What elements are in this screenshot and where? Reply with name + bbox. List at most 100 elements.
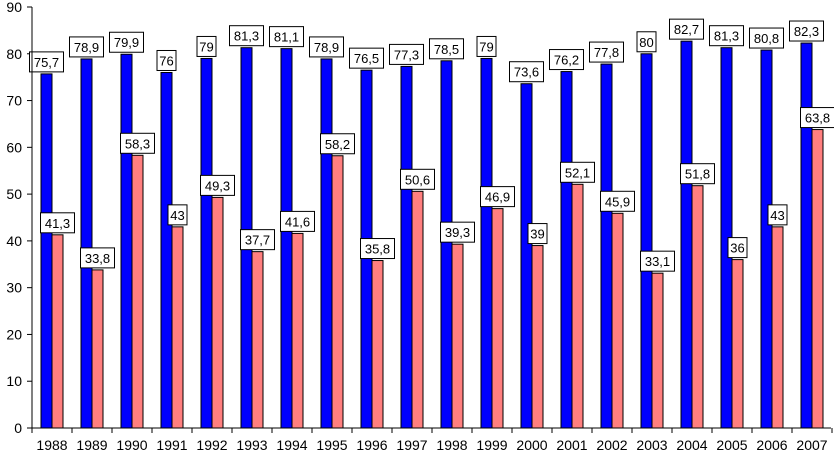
data-label: 76 xyxy=(156,49,177,71)
data-label-text: 43 xyxy=(770,208,784,223)
y-tick-label: 20 xyxy=(6,326,22,342)
data-label: 78,9 xyxy=(69,36,104,58)
data-label: 35,8 xyxy=(360,238,395,260)
bar-series-1 xyxy=(200,57,213,429)
data-label: 51,8 xyxy=(680,163,715,185)
data-label: 81,3 xyxy=(229,25,264,47)
x-tick-label: 1993 xyxy=(236,437,267,453)
data-label-text: 41,3 xyxy=(45,216,70,231)
bar-series-1 xyxy=(520,83,533,429)
y-tick-label: 80 xyxy=(6,46,22,62)
x-tick-label: 1990 xyxy=(116,437,147,453)
bar-series-1 xyxy=(680,40,693,429)
data-label-box xyxy=(560,161,595,183)
bar-series-2 xyxy=(291,232,304,429)
data-label-box xyxy=(320,133,355,155)
data-label: 78,5 xyxy=(429,38,464,60)
bar-series-1 xyxy=(280,48,293,429)
x-tick-label: 1996 xyxy=(356,437,387,453)
data-label-text: 77,3 xyxy=(394,47,419,62)
plot-area xyxy=(32,7,831,428)
data-label-text: 43 xyxy=(170,208,184,223)
data-label-text: 76 xyxy=(159,53,173,68)
bar-series-2 xyxy=(331,155,344,429)
bar-series-2 xyxy=(731,259,744,429)
data-label-box xyxy=(120,132,155,154)
data-label: 58,3 xyxy=(120,132,155,154)
x-tick-label: 2001 xyxy=(556,437,587,453)
data-label: 77,8 xyxy=(589,41,624,63)
data-label: 79 xyxy=(196,35,217,57)
x-tick-label: 2006 xyxy=(756,437,787,453)
y-tick-label: 0 xyxy=(14,420,22,436)
bar-series-1 xyxy=(800,42,813,429)
data-label-box xyxy=(109,31,144,53)
data-label-text: 81,3 xyxy=(234,29,259,44)
data-label: 75,7 xyxy=(29,51,64,73)
data-label-box xyxy=(600,190,635,212)
bar-series-1 xyxy=(320,58,333,429)
x-axis-ticks: 1988 1989 1990 1991 1992 1993 1994 1995 1996 1997… xyxy=(31,428,833,453)
data-label-text: 58,2 xyxy=(325,137,350,152)
data-label-text: 82,7 xyxy=(674,22,699,37)
data-label-text: 80 xyxy=(639,35,653,50)
x-tick-label: 2003 xyxy=(636,437,667,453)
data-label-box xyxy=(480,186,515,208)
x-tick-label: 1995 xyxy=(316,437,347,453)
data-label-text: 37,7 xyxy=(245,233,270,248)
x-tick-label: 1994 xyxy=(276,437,307,453)
data-label-box xyxy=(709,25,744,47)
bar-series-1 xyxy=(120,53,133,429)
data-label-text: 33,1 xyxy=(645,254,670,269)
x-tick-label: 1997 xyxy=(396,437,427,453)
data-label-text: 77,8 xyxy=(594,45,619,60)
bar-series-1 xyxy=(760,49,773,429)
data-label-box xyxy=(727,237,748,259)
x-tick-label: 1999 xyxy=(476,437,507,453)
bar-series-2 xyxy=(771,226,784,429)
data-label: 41,3 xyxy=(40,212,75,234)
y-tick-label: 10 xyxy=(6,373,22,389)
data-label-box xyxy=(429,38,464,60)
x-tick-label: 2002 xyxy=(596,437,627,453)
x-tick-label: 1988 xyxy=(36,437,67,453)
data-label-box xyxy=(640,250,675,272)
data-label-text: 63,8 xyxy=(805,111,830,126)
bar-series-2 xyxy=(691,185,704,429)
data-label-box xyxy=(389,43,424,65)
bar-series-1 xyxy=(560,71,573,429)
data-label-text: 75,7 xyxy=(34,55,59,70)
data-label: 43 xyxy=(167,204,188,226)
data-label-text: 45,9 xyxy=(605,194,630,209)
data-label-text: 80,8 xyxy=(754,31,779,46)
data-label-text: 79 xyxy=(479,39,493,54)
x-tick-label: 2007 xyxy=(796,437,827,453)
data-label: 79 xyxy=(476,35,497,57)
data-label: 50,6 xyxy=(400,168,435,190)
data-label-box xyxy=(240,229,275,251)
data-label-text: 46,9 xyxy=(485,190,510,205)
data-label: 58,2 xyxy=(320,133,355,155)
data-label: 81,3 xyxy=(709,25,744,47)
y-axis-ticks: 0 10 20 30 40 50 60 70 80 90 xyxy=(6,0,32,436)
data-label-box xyxy=(349,47,384,69)
data-label-box xyxy=(40,212,75,234)
bar-series-2 xyxy=(811,129,824,429)
data-label: 79,9 xyxy=(109,31,144,53)
data-label-text: 41,6 xyxy=(285,214,310,229)
data-label-text: 36 xyxy=(730,241,744,256)
data-label-text: 79 xyxy=(199,39,213,54)
bars-group xyxy=(40,40,824,429)
data-label-box xyxy=(589,41,624,63)
y-tick-label: 50 xyxy=(6,186,22,202)
data-label-text: 50,6 xyxy=(405,172,430,187)
data-label-text: 33,8 xyxy=(85,251,110,266)
data-label: 78,9 xyxy=(309,36,344,58)
bar-series-2 xyxy=(611,212,624,429)
bar-series-1 xyxy=(640,53,653,429)
data-label-text: 76,2 xyxy=(554,53,579,68)
data-label-box xyxy=(196,35,217,57)
bar-series-1 xyxy=(440,60,453,429)
data-label-text: 58,3 xyxy=(125,136,150,151)
